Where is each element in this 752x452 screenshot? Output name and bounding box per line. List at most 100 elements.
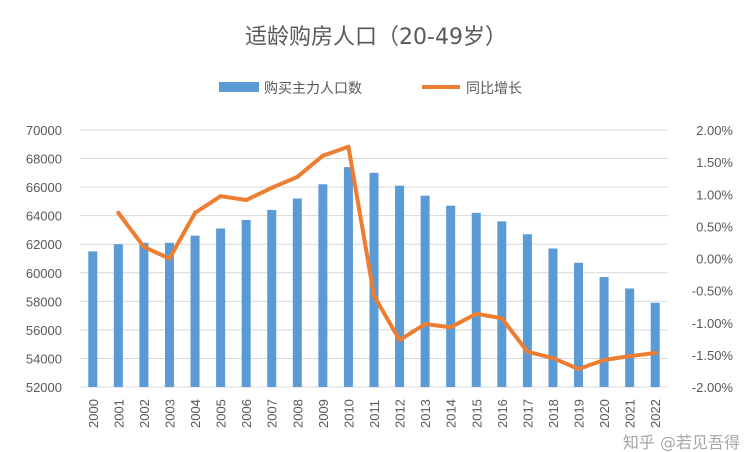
bar: [241, 219, 251, 387]
growth-point: [397, 338, 402, 343]
x-tick-label: 2022: [648, 399, 663, 428]
left-tick-label: 56000: [26, 323, 62, 338]
right-tick-label: 0.00%: [696, 252, 733, 267]
bar-series: [88, 167, 660, 387]
growth-point: [116, 210, 121, 215]
growth-point: [550, 356, 555, 361]
left-tick-label: 58000: [26, 294, 62, 309]
bar: [164, 242, 174, 387]
watermark: 知乎 @若见吾得: [623, 433, 740, 452]
bar: [139, 242, 149, 387]
left-tick-label: 68000: [26, 152, 62, 167]
bar: [548, 248, 558, 387]
right-tick-label: -1.50%: [692, 348, 734, 363]
growth-point: [525, 349, 530, 354]
bar: [395, 185, 405, 387]
chart-title: 适龄购房人口（20-49岁）: [245, 25, 507, 50]
x-tick-label: 2019: [572, 399, 587, 428]
x-tick-label: 2018: [546, 399, 561, 428]
x-tick-label: 2002: [137, 399, 152, 428]
bar: [574, 262, 584, 387]
growth-point: [346, 144, 351, 149]
x-tick-label: 2006: [239, 399, 254, 428]
line-series: [116, 144, 658, 372]
x-tick-label: 2008: [290, 399, 305, 428]
bar: [625, 288, 635, 387]
x-tick-label: 2003: [162, 399, 177, 428]
bar: [471, 212, 481, 387]
growth-point: [244, 198, 249, 203]
bar: [522, 234, 532, 387]
x-tick-label: 2010: [341, 399, 356, 428]
growth-point: [218, 194, 223, 199]
growth-point: [320, 153, 325, 158]
left-tick-label: 52000: [26, 380, 62, 395]
right-tick-label: 1.00%: [696, 187, 733, 202]
bar: [190, 235, 200, 387]
growth-point: [295, 174, 300, 179]
right-tick-label: -1.00%: [692, 316, 734, 331]
growth-point: [474, 311, 479, 316]
left-tick-label: 54000: [26, 351, 62, 366]
x-tick-label: 2011: [367, 400, 382, 428]
x-tick-label: 2016: [495, 399, 510, 428]
bar: [497, 221, 507, 387]
growth-point: [653, 350, 658, 355]
left-tick-label: 60000: [26, 266, 62, 281]
x-tick-label: 2005: [214, 399, 229, 428]
growth-point: [602, 358, 607, 363]
right-tick-label: 2.00%: [696, 123, 733, 138]
x-tick-label: 2014: [444, 399, 459, 428]
bar: [318, 184, 328, 387]
bar: [599, 277, 609, 387]
bar: [292, 198, 302, 387]
x-tick-label: 2020: [597, 399, 612, 428]
left-tick-label: 66000: [26, 180, 62, 195]
bar: [650, 302, 660, 387]
left-tick-label: 70000: [26, 123, 62, 138]
right-axis: -2.00% -1.50% -1.00% -0.50% 0.00% 0.50% 1.00% 1…: [692, 123, 734, 395]
legend: 购买主力人口数 同比增长: [219, 81, 522, 97]
right-tick-label: -0.50%: [692, 284, 734, 299]
bar: [446, 205, 456, 387]
bar: [267, 209, 277, 387]
growth-point: [576, 367, 581, 372]
x-tick-label: 2013: [418, 399, 433, 428]
x-tick-label: 2009: [316, 399, 331, 428]
growth-point: [167, 256, 172, 261]
x-tick-label: 2000: [86, 399, 101, 428]
legend-bar-label: 购买主力人口数: [264, 81, 362, 97]
x-axis: 2000 2001 2002 2003 2004 2005 2006 2007 2008 2009…: [86, 399, 663, 428]
growth-point: [499, 316, 504, 321]
x-tick-label: 2012: [393, 399, 408, 428]
bar: [216, 228, 226, 387]
bar: [369, 172, 379, 387]
growth-point: [448, 325, 453, 330]
right-tick-label: 1.50%: [696, 155, 733, 170]
growth-point: [372, 293, 376, 298]
bar: [88, 251, 98, 387]
x-tick-label: 2001: [111, 399, 126, 428]
growth-line: [116, 144, 658, 372]
left-axis: 52000 54000 56000 58000 60000 62000 64000 66000…: [26, 123, 62, 395]
right-tick-label: 0.50%: [696, 219, 733, 234]
x-tick-label: 2007: [265, 399, 280, 428]
growth-point: [269, 185, 274, 190]
left-tick-label: 62000: [26, 237, 62, 252]
growth-point: [423, 322, 428, 327]
legend-bar-swatch: [219, 82, 259, 92]
bar: [113, 244, 123, 387]
growth-point: [627, 354, 632, 359]
bar: [343, 167, 353, 387]
right-tick-label: -2.00%: [692, 380, 734, 395]
bar: [420, 195, 430, 387]
growth-point: [141, 244, 146, 249]
x-tick-label: 2015: [469, 399, 484, 428]
x-tick-label: 2021: [623, 399, 638, 428]
x-tick-label: 2017: [520, 399, 535, 428]
left-tick-label: 64000: [26, 209, 62, 224]
x-tick-label: 2004: [188, 399, 203, 428]
growth-point: [193, 210, 198, 215]
legend-line-label: 同比增长: [466, 81, 522, 97]
